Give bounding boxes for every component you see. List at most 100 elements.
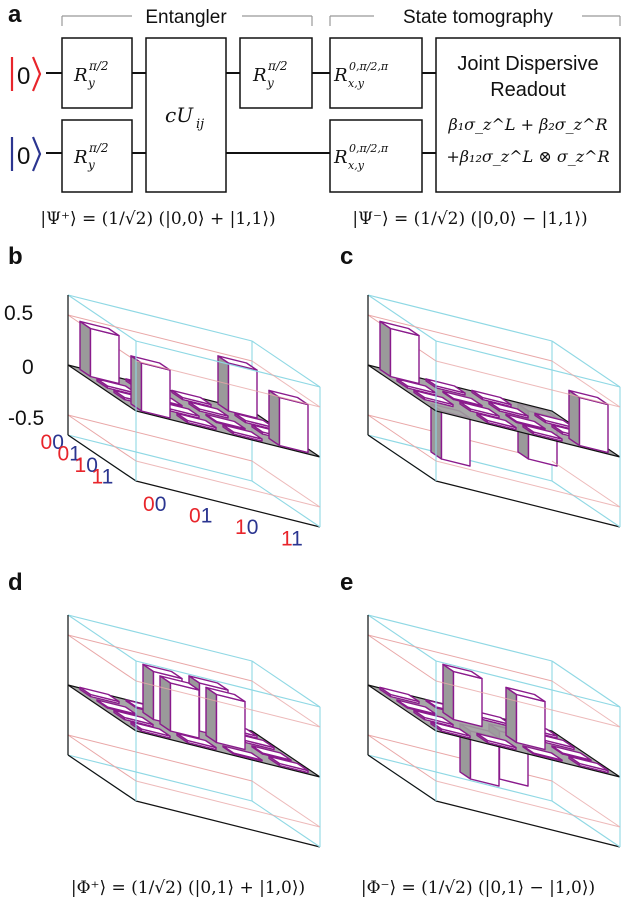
svg-text:0,π/2,π: 0,π/2,π [349, 142, 389, 155]
bar-c-r0-c0 [379, 320, 420, 385]
bar-d-r3-c1 [176, 732, 217, 751]
row-label-0: 00 [41, 431, 64, 454]
bar-b-r1-c2 [188, 401, 229, 419]
bar-c-r2-c0 [413, 389, 454, 408]
bar-c-r0-c2 [471, 389, 512, 408]
bar-e-r3-c2 [522, 745, 563, 762]
bar-e-r2-c3 [551, 745, 592, 762]
bar-c-r1-c2 [488, 401, 529, 419]
gate-ry-top-2: R y π/2 [239, 37, 313, 109]
gate-rxy-top: R x,y 0,π/2,π [329, 37, 423, 109]
col-label-0: 00 [143, 493, 166, 516]
bar-c-r2-c1 [459, 401, 500, 419]
col-label-2: 10 [235, 516, 258, 539]
svg-text:R: R [73, 65, 88, 86]
z-axis-ticks: 0.5 0 -0.5 [4, 302, 44, 430]
state-psi-minus: |Ψ⁻⟩ = (1/√2) (|0,0⟩ − |1,1⟩) [352, 209, 587, 229]
readout-line1: Joint Dispersive [457, 53, 598, 75]
box-front-d [135, 660, 321, 848]
positive-bars-b [79, 320, 309, 454]
row-label-1: 01 [58, 442, 81, 465]
bar-b-r0-c0 [79, 320, 120, 385]
svg-text:R: R [252, 65, 267, 86]
bar-b-r0-c2 [171, 389, 212, 408]
svg-text:x,y: x,y [348, 159, 365, 172]
readout-eq2: +β₁₂σ_z^L ⊗ σ_z^R [446, 147, 609, 166]
panel-c: c [340, 243, 621, 528]
bar-d-r2-c0 [113, 709, 154, 728]
bar-e-r2-c0 [413, 709, 454, 728]
bar-e-r0-c0 [379, 686, 420, 705]
col-label-3: 11 [281, 527, 303, 550]
bar-d-r3-c2 [222, 745, 263, 762]
gate-ry-bottom-1: R y π/2 [61, 119, 133, 193]
bar-b-r3-c2 [222, 424, 263, 442]
bar-b-r3-c1 [176, 412, 217, 431]
state-phi-plus: |Φ⁺⟩ = (1/√2) (|0,1⟩ + |1,0⟩) [71, 878, 305, 898]
row-label-3: 11 [92, 465, 114, 488]
bar-d-r2-c1 [159, 675, 200, 739]
svg-text:ij: ij [196, 117, 204, 132]
col-label-1: 01 [189, 504, 212, 527]
svg-text:0,π/2,π: 0,π/2,π [349, 60, 389, 73]
box-front-e [435, 660, 621, 848]
panel-letter-b: b [8, 243, 23, 270]
bar-b-r2-c2 [205, 413, 246, 431]
state-phi-minus: |Φ⁻⟩ = (1/√2) (|0,1⟩ − |1,0⟩) [361, 878, 595, 898]
z-tick-0: 0.5 [4, 302, 33, 325]
svg-text:y: y [87, 76, 95, 90]
qubit-label-top: 0 [10, 56, 42, 92]
bar-e-r3-c3 [568, 755, 609, 774]
bar-c-r3-c1 [476, 412, 517, 431]
panel-letter-d: d [8, 569, 23, 596]
qubit-bottom-digit: 0 [17, 143, 30, 170]
bar-d-r0-c0 [79, 686, 120, 705]
bar-c-r3-c3 [568, 389, 609, 454]
row-label-2: 10 [75, 454, 98, 477]
panel-d: d |Φ⁺⟩ = (1/√2) (|0,1⟩ + |1,0⟩) [8, 569, 321, 898]
svg-text:x,y: x,y [348, 77, 365, 90]
positive-bars-d [79, 663, 309, 774]
box-front-c [435, 340, 621, 528]
tomography-label: State tomography [403, 7, 553, 28]
bar-d-r2-c2 [205, 686, 246, 751]
entangler-label: Entangler [145, 7, 227, 28]
panel-e: e |Φ⁻⟩ = (1/√2) (|0,1⟩ − |1,0⟩) [340, 569, 621, 898]
bar-e-r1-c1 [442, 663, 483, 728]
svg-text:π/2: π/2 [88, 141, 109, 155]
svg-text:cU: cU [165, 103, 194, 127]
svg-text:R: R [73, 147, 88, 168]
svg-text:R: R [333, 147, 348, 168]
state-psi-plus: |Ψ⁺⟩ = (1/√2) (|0,0⟩ + |1,1⟩) [40, 209, 275, 229]
svg-text:π/2: π/2 [267, 59, 288, 73]
bar-e-r2-c2 [505, 686, 546, 751]
bar-c-r1-c1 [442, 390, 483, 408]
bar-b-r0-c3 [217, 355, 258, 419]
col-labels: 00 01 10 11 [143, 493, 303, 551]
panel-letter-c: c [340, 243, 353, 270]
z-tick-2: -0.5 [8, 407, 44, 430]
gate-cu: cU ij [145, 37, 227, 193]
bar-d-r3-c3 [268, 755, 309, 774]
panel-letter-a: a [8, 1, 22, 28]
positive-bars-e [379, 663, 609, 774]
box-front-b [135, 340, 321, 528]
bar-c-r3-c2 [522, 424, 563, 442]
readout-eq1: β₁σ_z^L + β₂σ_z^R [447, 115, 607, 134]
bar-e-r3-c1 [476, 732, 517, 751]
gate-ry-top-1: R y π/2 [61, 37, 133, 109]
svg-text:y: y [266, 76, 274, 90]
svg-text:R: R [333, 65, 348, 86]
gate-rxy-bottom: R x,y 0,π/2,π [329, 119, 423, 193]
z-tick-1: 0 [22, 356, 34, 379]
readout-box: Joint Dispersive Readout β₁σ_z^L + β₂σ_z… [435, 37, 621, 193]
panel-letter-e: e [340, 569, 353, 596]
panel-b: b [8, 243, 321, 528]
positive-bars-c [379, 320, 609, 454]
qubit-top-digit: 0 [17, 63, 30, 90]
qubit-label-bottom: 0 [10, 136, 42, 172]
readout-line2: Readout [490, 79, 566, 101]
bar-d-r2-c3 [251, 745, 292, 762]
